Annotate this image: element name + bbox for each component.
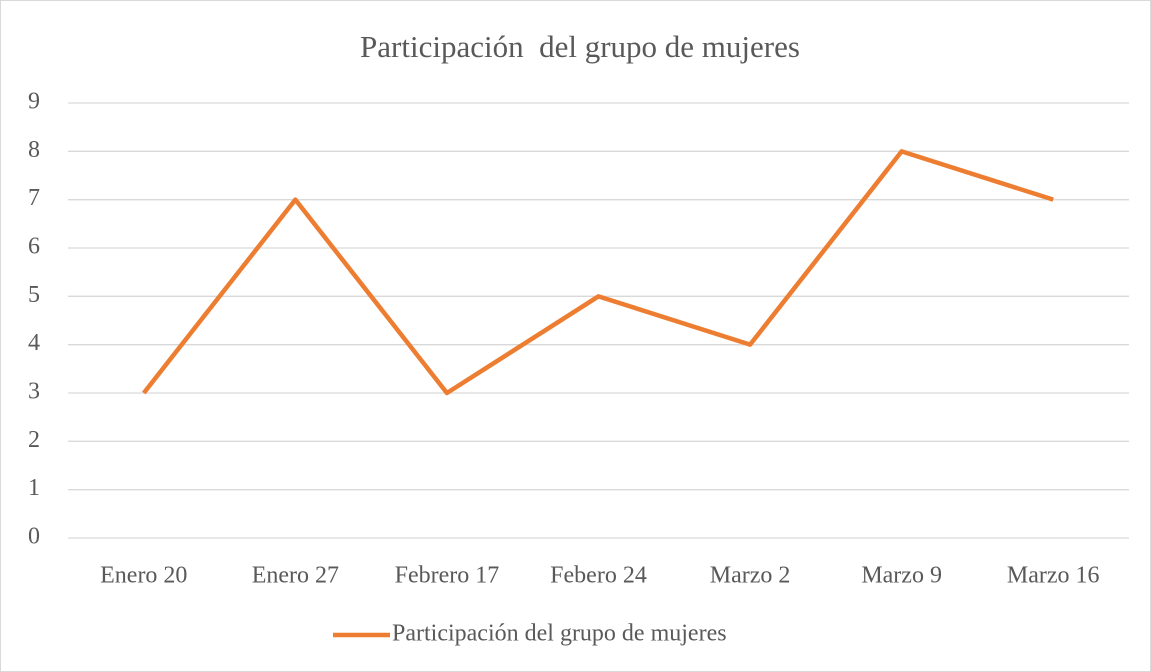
series-line — [142, 149, 1054, 396]
y-tick-label: 4 — [28, 330, 40, 356]
x-tick-label: Enero 20 — [100, 563, 187, 589]
y-tick-label: 7 — [28, 185, 40, 211]
x-tick-label: Febero 24 — [550, 563, 647, 589]
x-tick-label: Marzo 16 — [1007, 563, 1100, 589]
x-tick-label: Marzo 9 — [861, 563, 942, 589]
y-tick-label: 2 — [28, 427, 40, 453]
y-tick-label: 9 — [28, 89, 40, 115]
x-tick-label: Marzo 2 — [710, 563, 791, 589]
legend-label: Participación del grupo de mujeres — [392, 621, 727, 647]
y-tick-label: 0 — [28, 524, 40, 550]
y-tick-label: 5 — [28, 282, 40, 308]
x-tick-label: Enero 27 — [252, 563, 339, 589]
y-tick-label: 8 — [28, 137, 40, 163]
y-tick-label: 1 — [28, 475, 40, 501]
x-tick-label: Febrero 17 — [395, 563, 500, 589]
y-tick-label: 6 — [28, 234, 40, 260]
chart-title: Participación del grupo de mujeres — [360, 29, 800, 64]
y-tick-label: 3 — [28, 379, 40, 405]
